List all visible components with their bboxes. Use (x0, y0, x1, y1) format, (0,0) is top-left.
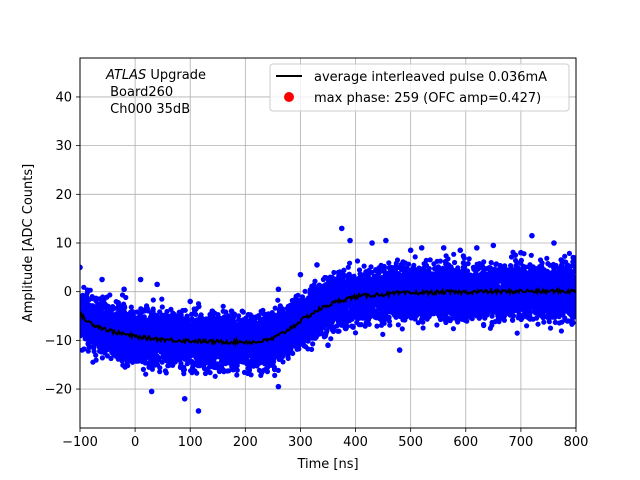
scatter-point (108, 355, 114, 362)
scatter-point (290, 350, 296, 356)
scatter-point (123, 294, 129, 301)
scatter-point (99, 355, 105, 361)
scatter-point (163, 370, 169, 376)
scatter-point (285, 355, 291, 361)
scatter-point (280, 359, 286, 365)
scatter-point (212, 373, 218, 379)
scatter-point (246, 367, 253, 373)
scatter-point (336, 328, 342, 334)
scatter-point (341, 267, 347, 273)
scatter-point (302, 288, 308, 294)
scatter-point (159, 296, 165, 302)
scatter-point (310, 341, 316, 347)
scatter-point (194, 370, 200, 376)
scatter-point (347, 260, 353, 266)
scatter-point (248, 372, 254, 378)
scatter-point (309, 346, 315, 352)
scatter-point (125, 363, 131, 369)
scatter-point (87, 287, 93, 293)
scatter-point (331, 269, 337, 276)
scatter-point (193, 311, 199, 317)
scatter-point (328, 336, 334, 342)
scatter-point (220, 303, 226, 309)
scatter-point (234, 372, 240, 378)
scatter-point (275, 367, 281, 373)
scatter-point (350, 323, 356, 329)
scatter-point (107, 292, 113, 298)
scatter-point (240, 309, 246, 315)
scatter-point (312, 278, 318, 284)
scatter-point (104, 353, 110, 359)
scatter-point (93, 352, 99, 358)
scatter-point (295, 292, 301, 298)
scatter-points (80, 225, 576, 414)
scatter-point (91, 344, 97, 350)
scatter-point (234, 367, 240, 373)
scatter-point (81, 284, 87, 290)
scatter-point (157, 365, 163, 371)
scatter-point (272, 372, 278, 378)
scatter-point (275, 297, 281, 303)
scatter-point (324, 329, 330, 335)
scatter-point (182, 307, 188, 313)
scatter-point (128, 304, 134, 310)
scatter-point (150, 297, 156, 303)
scatter-point (93, 357, 99, 363)
scatter-point (143, 371, 149, 377)
scatter-point (181, 367, 187, 373)
scatter-point (115, 300, 121, 306)
scatter-point (207, 370, 213, 376)
scatter-point (122, 305, 128, 311)
scatter-point (159, 304, 165, 310)
scatter-point (344, 323, 350, 329)
scatter-point (195, 301, 202, 307)
scatter-point (140, 366, 146, 372)
scatter-point (81, 346, 87, 352)
